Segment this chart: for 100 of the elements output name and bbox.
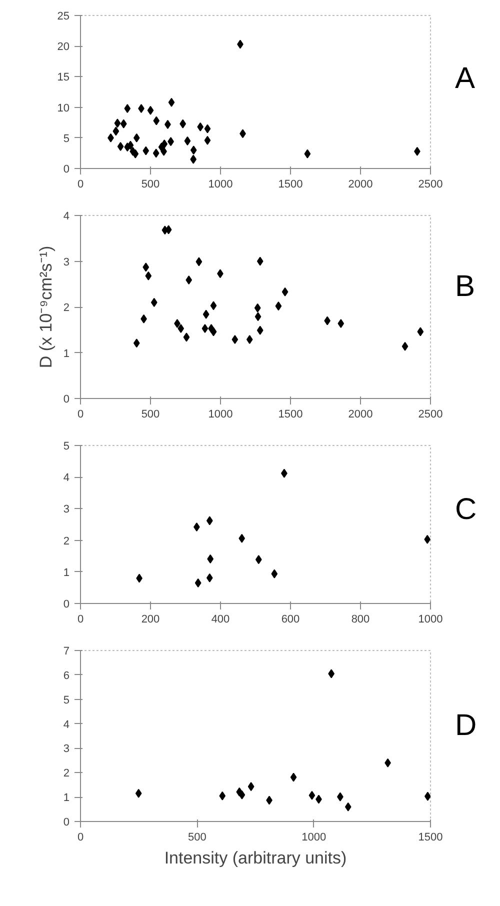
y-tick-label: 3 bbox=[63, 504, 70, 516]
point bbox=[402, 342, 408, 351]
x-tick-label: 500 bbox=[188, 832, 206, 844]
x-axis-title: Intensity (arbitrary units) bbox=[164, 848, 347, 868]
x-tick-label: 1000 bbox=[208, 178, 233, 190]
point bbox=[219, 791, 226, 800]
point bbox=[238, 790, 246, 800]
point bbox=[153, 116, 160, 126]
x-tick-label: 600 bbox=[281, 614, 300, 626]
y-tick-label: 3 bbox=[63, 743, 70, 756]
y-tick-label: 2 bbox=[63, 535, 70, 548]
point bbox=[275, 302, 282, 311]
point bbox=[246, 334, 253, 344]
x-tick-label: 1500 bbox=[278, 408, 303, 420]
y-tick-label: 4 bbox=[63, 718, 70, 731]
point bbox=[120, 119, 127, 128]
point bbox=[254, 303, 261, 312]
y-tick-label: 1 bbox=[63, 566, 70, 579]
point bbox=[207, 554, 214, 564]
point bbox=[132, 149, 139, 158]
y-tick-label: 0 bbox=[63, 816, 70, 828]
point bbox=[254, 312, 262, 322]
x-tick-label: 2500 bbox=[418, 408, 443, 420]
point bbox=[271, 569, 278, 578]
point bbox=[256, 326, 264, 335]
point bbox=[190, 146, 197, 155]
point bbox=[304, 149, 311, 158]
point bbox=[124, 104, 131, 114]
text: B bbox=[455, 269, 476, 305]
text: D bbox=[455, 708, 477, 744]
point bbox=[196, 257, 202, 266]
point bbox=[190, 154, 197, 164]
y-tick-label: 2 bbox=[63, 768, 70, 780]
y-tick-label: 10 bbox=[57, 102, 70, 114]
point bbox=[197, 122, 204, 132]
y-tick-label: 25 bbox=[57, 10, 70, 22]
point bbox=[133, 338, 140, 348]
x-tick-label: 0 bbox=[77, 408, 84, 420]
point bbox=[186, 276, 192, 285]
y-tick-label: 7 bbox=[63, 646, 70, 658]
x-tick-label: 400 bbox=[211, 614, 230, 626]
point bbox=[308, 790, 316, 800]
y-tick-label: 5 bbox=[63, 132, 70, 145]
point bbox=[206, 573, 213, 582]
x-tick-label: 1000 bbox=[208, 408, 233, 420]
x-tick-label: 200 bbox=[141, 614, 160, 626]
x-tick-label: 1500 bbox=[278, 178, 303, 190]
point bbox=[184, 136, 191, 146]
point bbox=[232, 334, 238, 344]
x-tick-label: 0 bbox=[77, 178, 84, 190]
point bbox=[417, 327, 424, 336]
point bbox=[147, 106, 154, 115]
x-tick-label: 500 bbox=[141, 178, 160, 190]
x-tick-label: 2000 bbox=[348, 178, 373, 190]
point bbox=[168, 98, 175, 107]
point bbox=[338, 318, 344, 328]
x-tick-label: 1000 bbox=[302, 832, 326, 844]
point bbox=[344, 802, 352, 812]
text: A bbox=[455, 61, 476, 97]
y-tick-label: 0 bbox=[63, 164, 70, 176]
point bbox=[180, 119, 186, 128]
point bbox=[152, 148, 160, 158]
y-axis-title: D (x 10⁻⁹cm²s⁻¹) bbox=[36, 246, 56, 368]
x-tick-label: 800 bbox=[351, 614, 370, 626]
point bbox=[117, 142, 124, 151]
point bbox=[238, 534, 246, 543]
y-tick-label: 0 bbox=[63, 598, 70, 610]
x-tick-label: 500 bbox=[141, 408, 160, 420]
x-tick-label: 0 bbox=[77, 614, 84, 626]
point bbox=[282, 287, 288, 296]
point bbox=[142, 262, 150, 272]
y-tick-label: 1 bbox=[63, 348, 70, 360]
point bbox=[210, 327, 217, 336]
y-tick-label: 4 bbox=[63, 210, 70, 222]
point bbox=[133, 133, 140, 142]
point bbox=[114, 118, 121, 128]
y-tick-label: 2 bbox=[63, 302, 70, 314]
point bbox=[112, 126, 120, 136]
y-tick-label: 0 bbox=[63, 394, 70, 406]
x-tick-label: 1500 bbox=[418, 832, 443, 844]
point bbox=[204, 124, 211, 134]
x-tick-label: 2000 bbox=[348, 408, 373, 420]
point bbox=[127, 140, 134, 150]
y-tick-label: 1 bbox=[63, 792, 70, 804]
y-tick-label: 20 bbox=[57, 41, 70, 54]
point bbox=[183, 332, 190, 342]
y-tick-label: 3 bbox=[63, 256, 70, 268]
y-tick-label: 4 bbox=[63, 472, 70, 484]
point bbox=[202, 324, 208, 334]
point bbox=[161, 140, 168, 149]
point bbox=[255, 555, 262, 564]
point bbox=[150, 298, 158, 307]
x-tick-label: 1000 bbox=[418, 614, 443, 626]
point bbox=[204, 136, 211, 145]
point bbox=[210, 301, 217, 310]
point bbox=[145, 271, 152, 280]
point bbox=[202, 310, 210, 319]
point bbox=[206, 516, 213, 526]
y-tick-label: 5 bbox=[63, 694, 70, 706]
y-tick-label: 5 bbox=[63, 440, 70, 452]
